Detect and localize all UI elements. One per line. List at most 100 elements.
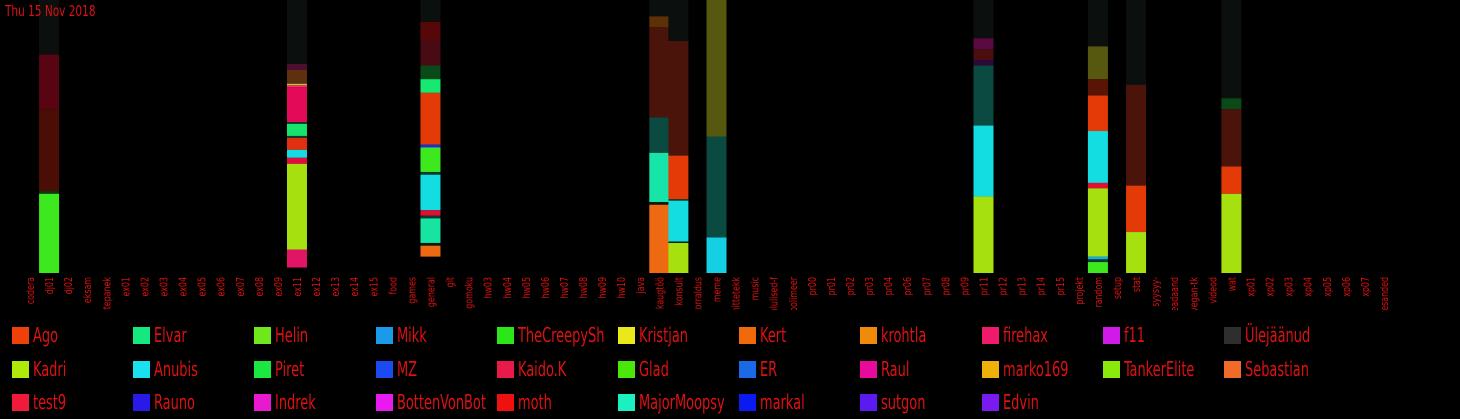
bar-random <box>1087 0 1108 273</box>
bar-segment <box>706 0 727 137</box>
bar-segment <box>649 0 670 17</box>
legend-item: Ülejäänud <box>1224 322 1341 347</box>
bar-segment <box>39 0 60 55</box>
legend-swatch <box>254 327 272 344</box>
bar-segment <box>420 21 441 41</box>
x-tick-label: ülesanded <box>1379 277 1391 310</box>
x-tick-label: vegan-tk <box>1188 276 1200 310</box>
bar-segment <box>1087 262 1108 273</box>
bar-segment <box>1126 84 1147 186</box>
bar-segment <box>1087 95 1108 132</box>
legend-item: ER <box>739 356 856 381</box>
legend-swatch <box>860 327 878 344</box>
x-tick-label: codera <box>25 277 37 304</box>
x-tick-label: xp03 <box>1284 277 1296 297</box>
bar-stat <box>1126 0 1147 273</box>
legend-item: Mikk <box>375 322 493 347</box>
legend-item: markal <box>739 389 856 414</box>
legend-item: moth <box>496 389 614 414</box>
bar-segment <box>39 191 60 194</box>
x-tick-label: gomoku <box>464 277 476 309</box>
legend-item: Kert <box>739 322 856 347</box>
bar-segment <box>1221 193 1242 273</box>
legend-item: Helin <box>254 322 371 347</box>
x-tick-label: games <box>407 277 419 304</box>
bar-segment <box>1221 166 1242 194</box>
x-tick-label: ex03 <box>159 277 171 296</box>
bar-konsult <box>668 0 689 273</box>
x-tick-label: ex08 <box>254 277 266 297</box>
legend-label: Sebastian <box>1245 356 1309 381</box>
legend-swatch <box>12 394 29 411</box>
bar-wat <box>1221 0 1242 273</box>
legend-swatch <box>618 360 635 378</box>
x-tick-label: ex09 <box>273 277 285 297</box>
bar-segment <box>649 202 670 205</box>
x-tick-label: ettepanek <box>101 276 113 310</box>
legend-item: Elvar <box>133 322 250 347</box>
x-tick-label: ex11 <box>292 277 304 296</box>
legend-item: f11 <box>1102 322 1220 347</box>
legend-label: Kadri <box>33 356 67 381</box>
bar-segment <box>286 123 307 136</box>
legend-swatch <box>1102 360 1120 378</box>
bar-segment <box>286 137 307 150</box>
bar-segment <box>420 171 441 175</box>
bar-segment <box>420 65 441 80</box>
bar-segment <box>1087 259 1108 263</box>
legend-item: Kristjan <box>618 322 735 347</box>
legend-swatch <box>981 327 999 344</box>
legend-item: MajorMoopsy <box>618 389 735 414</box>
bar-segment <box>1087 131 1108 183</box>
bar-segment <box>286 157 307 164</box>
bar-pr11 <box>973 0 994 273</box>
x-tick-label: teadaand <box>1169 277 1181 310</box>
x-tick-label: ex12 <box>311 277 323 296</box>
bar-segment <box>668 200 689 242</box>
legend-label: Elvar <box>154 323 187 347</box>
bar-segment <box>1126 185 1147 233</box>
x-tick-label: pr06 <box>902 277 914 296</box>
legend-item: Ago <box>12 322 129 347</box>
x-tick-label: kaugtöö <box>654 277 666 309</box>
legend-swatch <box>739 327 757 344</box>
legend-label: moth <box>517 390 552 414</box>
legend-swatch <box>981 394 999 411</box>
bar-segment <box>420 92 441 145</box>
legend-swatch <box>618 394 635 411</box>
x-tick-label: ex06 <box>216 277 228 297</box>
legend-label: marko169 <box>1002 356 1069 381</box>
bar-segment <box>420 0 441 22</box>
x-tick-label: hw05 <box>521 277 533 299</box>
bar-segment <box>286 249 307 268</box>
bar-segment <box>1221 109 1242 167</box>
x-tick-label: wat <box>1227 277 1239 292</box>
x-tick-label: pr00 <box>807 277 819 296</box>
x-tick-label: git <box>445 277 457 288</box>
bar-segment <box>286 0 307 64</box>
x-tick-label: stat <box>1131 277 1143 293</box>
x-tick-label: projekt <box>1074 277 1086 305</box>
x-tick-label: syysyy- <box>1150 277 1162 307</box>
bar-general <box>420 0 441 257</box>
bar-ex11 <box>286 0 307 268</box>
stacked-bar-chart: codera dj01 dj02 eksam ettepanek ex01 ex02 ex03… <box>25 0 1391 310</box>
bar-segment <box>668 199 689 201</box>
x-tick-label: hw04 <box>502 277 514 299</box>
legend-label: Piret <box>275 356 305 381</box>
legend-item: firehax <box>981 322 1099 347</box>
x-tick-label: pr04 <box>883 277 895 296</box>
bar-segment <box>420 174 441 211</box>
bar-segment <box>973 196 994 273</box>
bar-kaugtöö <box>649 0 670 273</box>
legend-swatch <box>254 360 272 378</box>
x-tick-label: hw09 <box>597 277 609 299</box>
legend-item: MZ <box>375 356 493 381</box>
date-label: Thu 15 Nov 2018 <box>5 2 96 20</box>
legend-item: Sebastian <box>1224 356 1341 381</box>
legend-label: Kristjan <box>639 323 688 347</box>
x-tick-label: pr08 <box>941 277 953 296</box>
legend-label: Kaido.K <box>517 356 567 381</box>
x-tick-label: eksam <box>82 277 94 303</box>
bar-segment <box>668 40 689 156</box>
